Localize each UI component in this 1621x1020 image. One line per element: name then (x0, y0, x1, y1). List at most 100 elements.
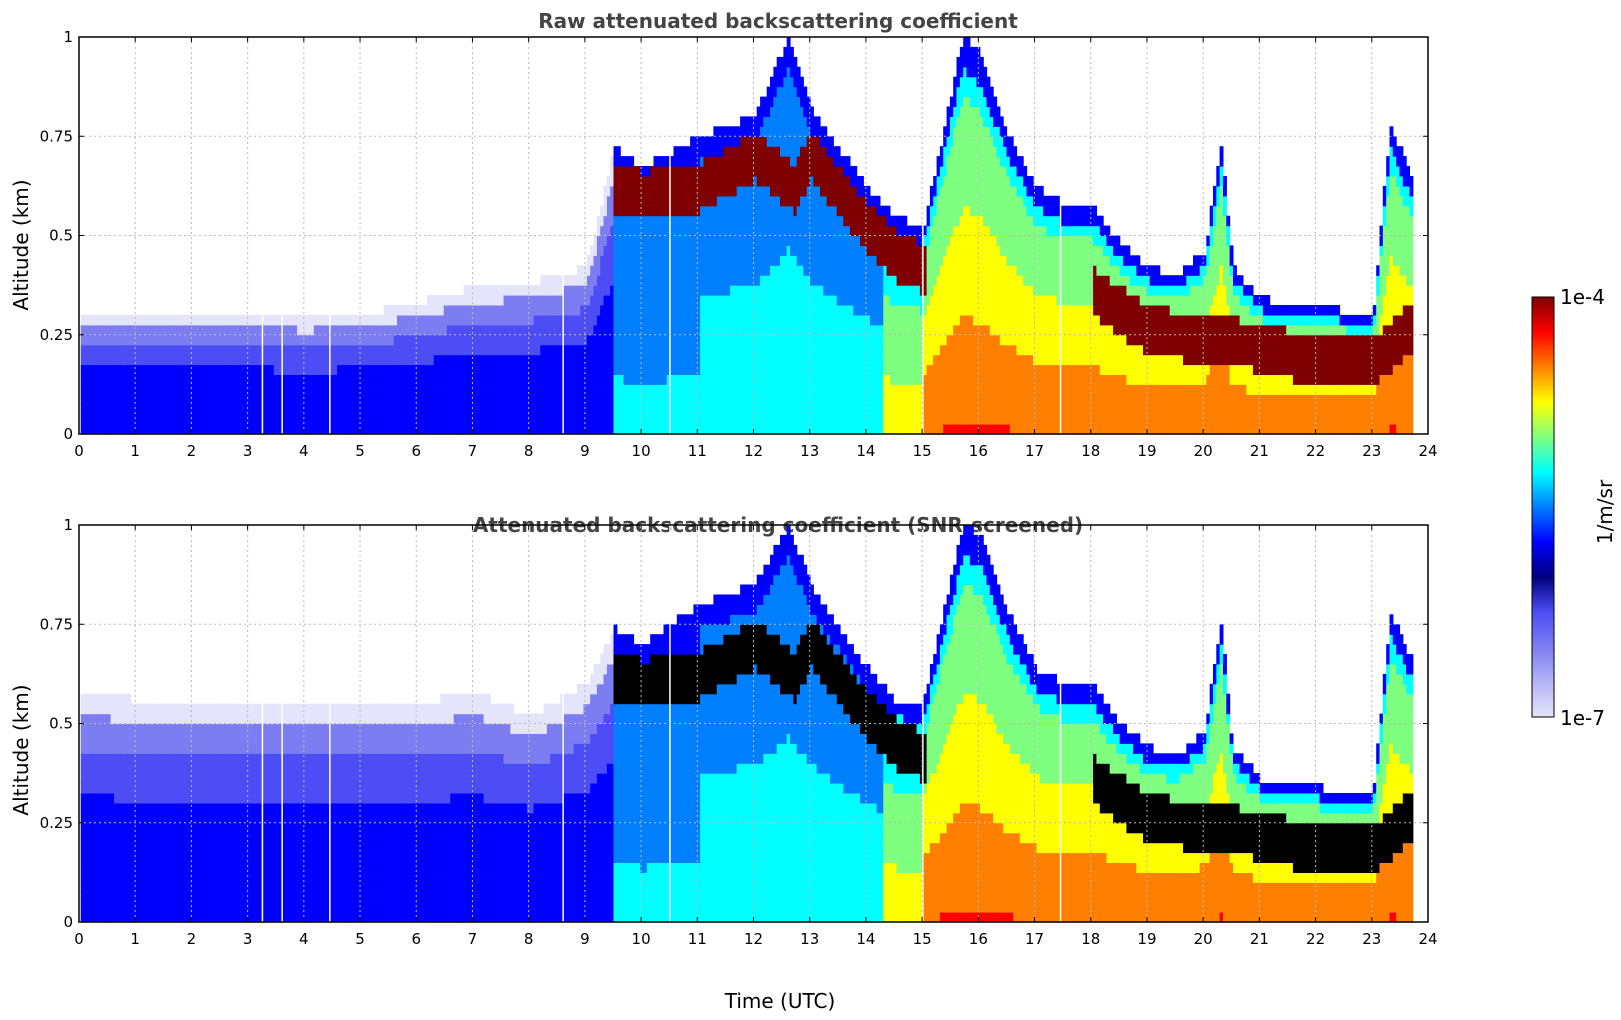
heatmap-cell (463, 314, 468, 326)
heatmap-cell (543, 295, 548, 306)
heatmap-cell (453, 295, 458, 306)
heatmap-cell (473, 394, 478, 405)
heatmap-cell (490, 314, 495, 326)
heatmap-cell (420, 384, 425, 395)
heatmap-cell (530, 374, 535, 385)
heatmap-cell (866, 275, 871, 286)
heatmap-cell (263, 334, 268, 346)
heatmap-cell (780, 106, 784, 117)
heatmap-cell (243, 364, 248, 375)
heatmap-cell (377, 314, 381, 326)
heatmap-cell (933, 195, 938, 207)
heatmap-cell (780, 275, 784, 286)
heatmap-cell (680, 235, 684, 246)
heatmap-cell (516, 364, 521, 375)
heatmap-cell (909, 245, 914, 256)
heatmap-cell (253, 314, 258, 326)
heatmap-cell (846, 344, 851, 356)
heatmap-cell (140, 394, 145, 405)
heatmap-cell (397, 374, 401, 385)
heatmap-cell (503, 374, 508, 385)
heatmap-cell (909, 354, 914, 366)
heatmap-cell (493, 285, 498, 296)
heatmap-cell (513, 394, 518, 405)
heatmap-cell (736, 414, 741, 425)
heatmap-cell (503, 305, 508, 316)
heatmap-cell (803, 106, 808, 117)
heatmap-cell (553, 424, 558, 435)
heatmap-cell (147, 324, 152, 336)
heatmap-cell (746, 314, 751, 326)
heatmap-cell (267, 344, 272, 356)
heatmap-cell (480, 295, 485, 306)
heatmap-cell (746, 285, 751, 296)
heatmap-cell (263, 324, 268, 336)
heatmap-cell (933, 265, 938, 276)
heatmap-cell (553, 285, 558, 296)
heatmap-cell (823, 394, 828, 405)
heatmap-cell (393, 414, 398, 425)
heatmap-cell (340, 314, 345, 326)
heatmap-cell (477, 334, 481, 346)
heatmap-cell (137, 404, 142, 415)
heatmap-cell (323, 384, 328, 395)
heatmap-cell (866, 195, 871, 207)
heatmap-cell (526, 295, 531, 306)
heatmap-cell (583, 364, 588, 375)
heatmap-cell (530, 334, 535, 346)
heatmap-cell (780, 344, 784, 356)
heatmap-cell (347, 364, 351, 375)
heatmap-cell (516, 404, 521, 415)
heatmap-cell (200, 424, 205, 435)
heatmap-cell (277, 424, 282, 435)
heatmap-cell (237, 314, 242, 326)
heatmap-cell (343, 394, 348, 405)
heatmap-cell (746, 126, 751, 137)
heatmap-cell (756, 166, 761, 177)
heatmap-cell (909, 334, 914, 346)
heatmap-cell (583, 414, 588, 425)
heatmap-cell (833, 324, 838, 336)
heatmap-cell (343, 314, 348, 326)
heatmap-cell (104, 394, 108, 405)
heatmap-cell (363, 364, 368, 375)
heatmap-cell (546, 324, 551, 336)
heatmap-cell (533, 295, 538, 306)
heatmap-cell (87, 344, 92, 356)
heatmap-cell (460, 295, 465, 306)
heatmap-cell (197, 374, 202, 385)
heatmap-cell (347, 424, 351, 435)
heatmap-cell (470, 394, 475, 405)
heatmap-cell (923, 394, 928, 405)
heatmap-cell (723, 265, 728, 276)
heatmap-cell (823, 215, 828, 227)
heatmap-cell (263, 414, 268, 425)
heatmap-cell (137, 334, 142, 346)
heatmap-cell (889, 255, 894, 266)
heatmap-cell (80, 404, 85, 415)
heatmap-cell (220, 404, 225, 415)
heatmap-cell (889, 394, 894, 405)
heatmap-cell (746, 245, 751, 256)
heatmap-cell (899, 384, 904, 395)
heatmap-cell (603, 265, 608, 276)
heatmap-cell (407, 305, 411, 316)
heatmap-cell (240, 354, 245, 366)
heatmap-cell (247, 354, 252, 366)
heatmap-cell (856, 225, 861, 237)
heatmap-cell (626, 414, 631, 425)
heatmap-cell (626, 354, 631, 366)
heatmap-cell (803, 364, 808, 375)
heatmap-cell (770, 374, 774, 385)
heatmap-cell (470, 324, 475, 336)
heatmap-cell (693, 364, 698, 375)
heatmap-cell (693, 156, 698, 167)
heatmap-cell (287, 314, 291, 326)
heatmap-cell (233, 414, 238, 425)
heatmap-cell (693, 374, 698, 385)
heatmap-cell (190, 354, 195, 366)
heatmap-cell (430, 414, 435, 425)
heatmap-cell (443, 305, 448, 316)
heatmap-cell (227, 324, 232, 336)
heatmap-cell (267, 424, 272, 435)
